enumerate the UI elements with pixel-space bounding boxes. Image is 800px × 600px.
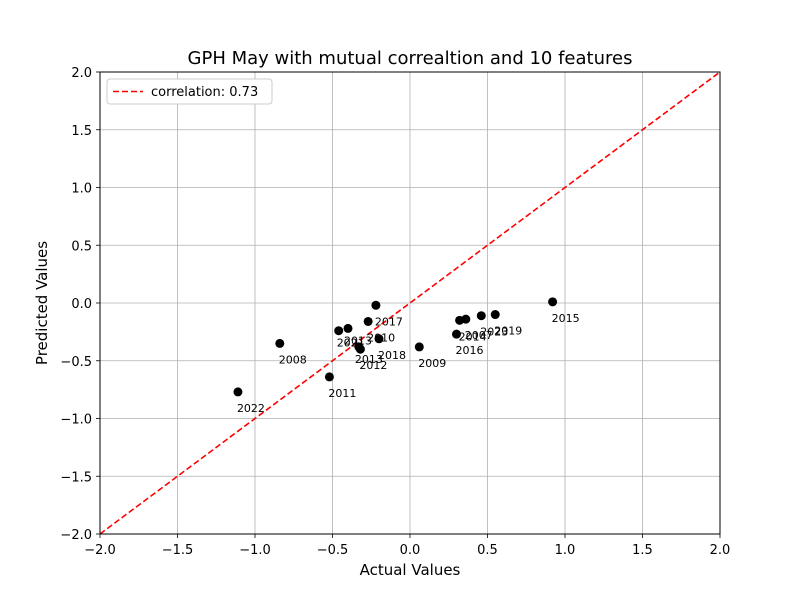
point-label: 2015 <box>552 312 580 325</box>
points-group <box>233 297 558 397</box>
point-label: 2007 <box>465 329 493 342</box>
x-tick-label: 1.5 <box>632 543 653 558</box>
chart-title: GPH May with mutual correaltion and 10 f… <box>188 48 633 69</box>
data-point <box>461 314 471 324</box>
reference-line <box>99 71 721 535</box>
y-tick-label: 0.0 <box>71 297 92 312</box>
x-tick-label: 1.0 <box>555 543 576 558</box>
data-point <box>371 300 381 310</box>
data-point <box>414 342 424 352</box>
x-tick-label: −0.5 <box>317 543 349 558</box>
point-label: 2018 <box>378 349 406 362</box>
data-point <box>548 297 558 307</box>
data-point <box>374 334 384 344</box>
y-axis: −2.0 −1.5 −1.0 −0.5 0.0 0.5 1.0 1.5 2.0 <box>60 66 100 543</box>
point-label: 2012 <box>359 359 387 372</box>
data-point <box>334 326 344 336</box>
point-label: 2023 <box>480 326 508 339</box>
point-label: 2021 <box>337 337 365 350</box>
point-label: 2010 <box>367 331 395 344</box>
legend-box <box>106 78 273 105</box>
x-tick-label: 0.5 <box>477 543 498 558</box>
point-labels-group: 2022200820112021201320132012201020172018… <box>237 312 580 415</box>
point-label: 2016 <box>456 344 484 357</box>
y-tick-label: −1.0 <box>60 413 92 428</box>
point-label: 2017 <box>375 315 403 328</box>
y-tick-label: 1.0 <box>71 182 92 197</box>
data-point <box>476 311 486 321</box>
data-point <box>233 387 243 397</box>
point-label: 2013 <box>344 334 372 347</box>
point-label: 2008 <box>279 353 307 366</box>
y-tick-label: −1.5 <box>60 470 92 485</box>
data-point <box>324 372 334 382</box>
x-tick-label: −1.5 <box>162 543 194 558</box>
point-label: 2014 <box>459 330 487 343</box>
y-axis-title: Predicted Values <box>33 241 51 365</box>
point-label: 2019 <box>494 325 522 338</box>
data-point <box>275 338 285 348</box>
data-point <box>363 316 373 326</box>
x-tick-label: −1.0 <box>239 543 271 558</box>
x-axis-title: Actual Values <box>360 561 461 579</box>
data-point <box>343 323 353 333</box>
legend-label: correlation: 0.73 <box>151 85 258 100</box>
x-tick-label: −2.0 <box>84 543 116 558</box>
y-tick-label: 0.5 <box>71 239 92 254</box>
point-label: 2011 <box>328 387 356 400</box>
legend: correlation: 0.73 <box>106 78 273 105</box>
data-point <box>452 329 461 339</box>
y-tick-label: −0.5 <box>60 355 92 370</box>
y-tick-label: −2.0 <box>60 528 92 543</box>
y-tick-label: 2.0 <box>71 66 92 81</box>
y-tick-label: 1.5 <box>71 124 92 139</box>
x-tick-label: 0.0 <box>400 543 421 558</box>
point-label: 2022 <box>237 402 265 415</box>
data-point <box>490 310 500 320</box>
point-label: 2013 <box>355 353 383 366</box>
x-axis: −2.0 −1.5 −1.0 −0.5 0.0 0.5 1.0 1.5 2.0 <box>84 534 730 558</box>
point-label: 2009 <box>418 357 446 370</box>
reference-line-group <box>99 71 721 535</box>
data-point <box>355 344 365 354</box>
x-tick-label: 2.0 <box>710 543 731 558</box>
